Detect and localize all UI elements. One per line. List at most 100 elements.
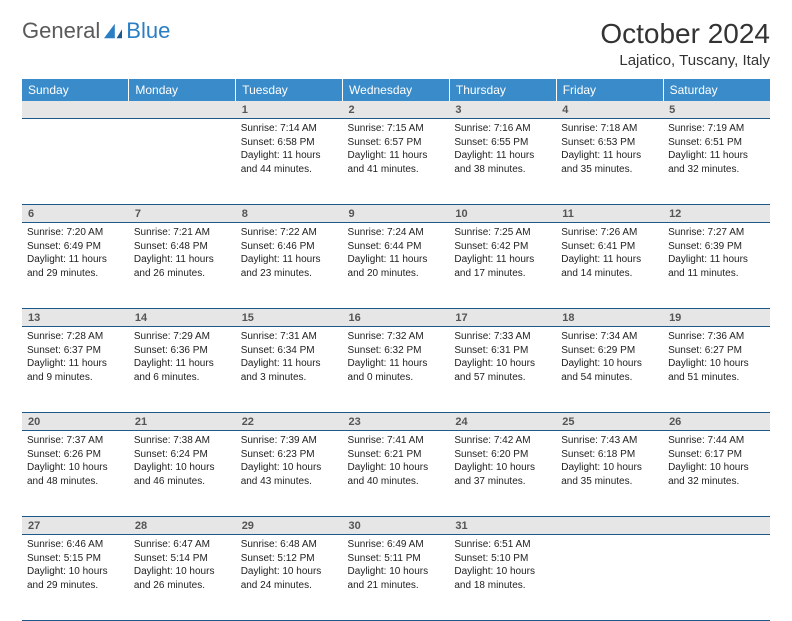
header: General Blue October 2024 Lajatico, Tusc… — [22, 18, 770, 69]
day-number: 3 — [449, 101, 556, 118]
daylight-text: and 3 minutes. — [241, 371, 338, 385]
sunrise-text: Sunrise: 7:33 AM — [454, 330, 551, 344]
sail-icon — [102, 22, 124, 40]
empty-daynum — [22, 101, 129, 119]
daylight-text: and 32 minutes. — [668, 163, 765, 177]
daylight-text: Daylight: 10 hours — [454, 461, 551, 475]
daynum-cell: 23 — [343, 413, 450, 431]
daylight-text: and 41 minutes. — [348, 163, 445, 177]
sunrise-text: Sunrise: 7:19 AM — [668, 122, 765, 136]
day-number: 1 — [236, 101, 343, 118]
day-cell: Sunrise: 7:32 AMSunset: 6:32 PMDaylight:… — [343, 327, 450, 413]
sunrise-text: Sunrise: 7:34 AM — [561, 330, 658, 344]
month-title: October 2024 — [600, 18, 770, 50]
sunrise-text: Sunrise: 7:26 AM — [561, 226, 658, 240]
daynum-cell: 17 — [449, 309, 556, 327]
daynum-cell: 29 — [236, 517, 343, 535]
sunrise-text: Sunrise: 7:15 AM — [348, 122, 445, 136]
daylight-text: and 29 minutes. — [27, 579, 124, 593]
dayname-header: Sunday — [22, 79, 129, 101]
daylight-text: Daylight: 11 hours — [348, 253, 445, 267]
day-cell: Sunrise: 7:20 AMSunset: 6:49 PMDaylight:… — [22, 223, 129, 309]
day-number: 17 — [449, 309, 556, 326]
daylight-text: and 0 minutes. — [348, 371, 445, 385]
brand-name-b: Blue — [126, 18, 170, 44]
daynum-cell: 22 — [236, 413, 343, 431]
empty-cell — [663, 535, 770, 621]
day-number: 2 — [343, 101, 450, 118]
sunset-text: Sunset: 5:14 PM — [134, 552, 231, 566]
daylight-text: and 48 minutes. — [27, 475, 124, 489]
day-cell: Sunrise: 7:18 AMSunset: 6:53 PMDaylight:… — [556, 119, 663, 205]
sunset-text: Sunset: 6:46 PM — [241, 240, 338, 254]
day-cell: Sunrise: 7:29 AMSunset: 6:36 PMDaylight:… — [129, 327, 236, 413]
sunset-text: Sunset: 6:41 PM — [561, 240, 658, 254]
sunset-text: Sunset: 6:36 PM — [134, 344, 231, 358]
dayname-header: Tuesday — [236, 79, 343, 101]
day-content: Sunrise: 7:15 AMSunset: 6:57 PMDaylight:… — [343, 119, 450, 181]
day-content: Sunrise: 7:28 AMSunset: 6:37 PMDaylight:… — [22, 327, 129, 389]
sunrise-text: Sunrise: 7:43 AM — [561, 434, 658, 448]
day-cell: Sunrise: 7:25 AMSunset: 6:42 PMDaylight:… — [449, 223, 556, 309]
daynum-cell: 13 — [22, 309, 129, 327]
day-number: 7 — [129, 205, 236, 222]
daylight-text: Daylight: 10 hours — [27, 565, 124, 579]
sunrise-text: Sunrise: 7:14 AM — [241, 122, 338, 136]
daynum-cell: 12 — [663, 205, 770, 223]
day-cell: Sunrise: 7:34 AMSunset: 6:29 PMDaylight:… — [556, 327, 663, 413]
daylight-text: and 14 minutes. — [561, 267, 658, 281]
day-number: 14 — [129, 309, 236, 326]
day-content: Sunrise: 7:31 AMSunset: 6:34 PMDaylight:… — [236, 327, 343, 389]
sunset-text: Sunset: 6:49 PM — [27, 240, 124, 254]
day-cell: Sunrise: 6:51 AMSunset: 5:10 PMDaylight:… — [449, 535, 556, 621]
sunset-text: Sunset: 5:12 PM — [241, 552, 338, 566]
daylight-text: Daylight: 10 hours — [241, 565, 338, 579]
daylight-text: Daylight: 11 hours — [134, 357, 231, 371]
daylight-text: and 20 minutes. — [348, 267, 445, 281]
sunset-text: Sunset: 6:55 PM — [454, 136, 551, 150]
daynum-cell: 24 — [449, 413, 556, 431]
daylight-text: and 32 minutes. — [668, 475, 765, 489]
daylight-text: and 17 minutes. — [454, 267, 551, 281]
daylight-text: and 26 minutes. — [134, 579, 231, 593]
day-number: 11 — [556, 205, 663, 222]
daylight-text: Daylight: 10 hours — [348, 461, 445, 475]
sunset-text: Sunset: 6:18 PM — [561, 448, 658, 462]
day-content: Sunrise: 6:51 AMSunset: 5:10 PMDaylight:… — [449, 535, 556, 597]
day-content: Sunrise: 7:27 AMSunset: 6:39 PMDaylight:… — [663, 223, 770, 285]
empty-daynum — [663, 517, 770, 535]
sunset-text: Sunset: 5:10 PM — [454, 552, 551, 566]
day-content: Sunrise: 7:14 AMSunset: 6:58 PMDaylight:… — [236, 119, 343, 181]
daylight-text: Daylight: 11 hours — [134, 253, 231, 267]
sunset-text: Sunset: 6:31 PM — [454, 344, 551, 358]
week-row: Sunrise: 7:14 AMSunset: 6:58 PMDaylight:… — [22, 119, 770, 205]
day-cell: Sunrise: 7:37 AMSunset: 6:26 PMDaylight:… — [22, 431, 129, 517]
day-number: 16 — [343, 309, 450, 326]
daynum-row: 2728293031 — [22, 517, 770, 535]
daylight-text: and 40 minutes. — [348, 475, 445, 489]
day-content: Sunrise: 7:18 AMSunset: 6:53 PMDaylight:… — [556, 119, 663, 181]
sunrise-text: Sunrise: 7:28 AM — [27, 330, 124, 344]
sunset-text: Sunset: 6:29 PM — [561, 344, 658, 358]
daylight-text: and 18 minutes. — [454, 579, 551, 593]
day-cell: Sunrise: 7:14 AMSunset: 6:58 PMDaylight:… — [236, 119, 343, 205]
daylight-text: Daylight: 10 hours — [561, 357, 658, 371]
day-content: Sunrise: 7:36 AMSunset: 6:27 PMDaylight:… — [663, 327, 770, 389]
daylight-text: Daylight: 11 hours — [348, 149, 445, 163]
day-content: Sunrise: 7:21 AMSunset: 6:48 PMDaylight:… — [129, 223, 236, 285]
sunset-text: Sunset: 6:51 PM — [668, 136, 765, 150]
sunrise-text: Sunrise: 7:16 AM — [454, 122, 551, 136]
daylight-text: Daylight: 11 hours — [561, 149, 658, 163]
day-cell: Sunrise: 7:39 AMSunset: 6:23 PMDaylight:… — [236, 431, 343, 517]
daynum-cell: 30 — [343, 517, 450, 535]
day-number: 6 — [22, 205, 129, 222]
day-cell: Sunrise: 7:43 AMSunset: 6:18 PMDaylight:… — [556, 431, 663, 517]
sunset-text: Sunset: 6:39 PM — [668, 240, 765, 254]
daylight-text: and 46 minutes. — [134, 475, 231, 489]
daylight-text: and 37 minutes. — [454, 475, 551, 489]
daylight-text: Daylight: 10 hours — [134, 565, 231, 579]
daynum-cell: 5 — [663, 101, 770, 119]
daylight-text: Daylight: 10 hours — [241, 461, 338, 475]
day-cell: Sunrise: 7:19 AMSunset: 6:51 PMDaylight:… — [663, 119, 770, 205]
day-cell: Sunrise: 7:24 AMSunset: 6:44 PMDaylight:… — [343, 223, 450, 309]
